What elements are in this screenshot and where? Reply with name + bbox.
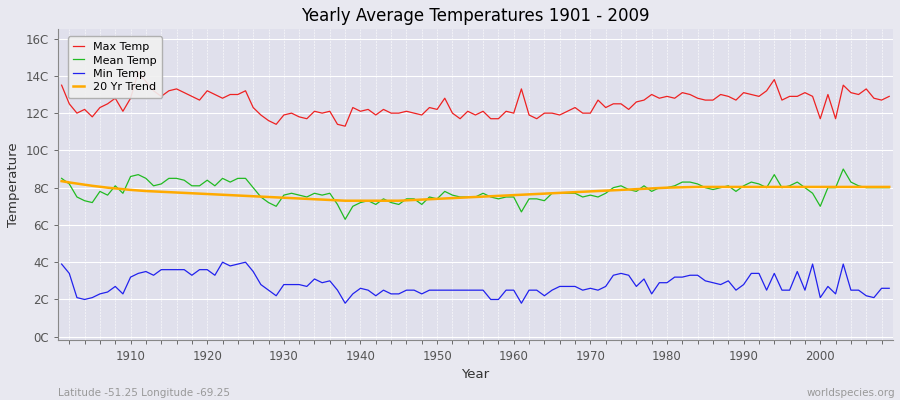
20 Yr Trend	[608, 188, 619, 193]
Max Temp	[347, 105, 358, 110]
Mean Temp	[884, 185, 895, 190]
Max Temp	[616, 102, 626, 106]
Max Temp	[118, 109, 129, 114]
Min Temp	[516, 301, 526, 306]
X-axis label: Year: Year	[462, 368, 490, 381]
Min Temp	[118, 292, 129, 296]
Line: Max Temp: Max Temp	[61, 72, 889, 126]
Min Temp	[884, 286, 895, 291]
Mean Temp	[332, 202, 343, 207]
Y-axis label: Temperature: Temperature	[7, 142, 20, 227]
Line: 20 Yr Trend: 20 Yr Trend	[61, 181, 889, 201]
Mean Temp	[286, 191, 297, 196]
20 Yr Trend	[332, 198, 343, 203]
20 Yr Trend	[884, 184, 895, 189]
Text: Latitude -51.25 Longitude -69.25: Latitude -51.25 Longitude -69.25	[58, 388, 230, 398]
20 Yr Trend	[508, 193, 519, 198]
20 Yr Trend	[118, 187, 129, 192]
Mean Temp	[608, 185, 619, 190]
Max Temp	[133, 70, 144, 74]
20 Yr Trend	[339, 198, 350, 203]
Text: worldspecies.org: worldspecies.org	[807, 388, 896, 398]
Mean Temp	[118, 191, 129, 196]
20 Yr Trend	[516, 192, 526, 197]
Title: Yearly Average Temperatures 1901 - 2009: Yearly Average Temperatures 1901 - 2009	[302, 7, 650, 25]
20 Yr Trend	[56, 179, 67, 184]
Min Temp	[217, 260, 228, 265]
Min Temp	[347, 292, 358, 296]
Max Temp	[524, 112, 535, 117]
Max Temp	[339, 124, 350, 128]
Mean Temp	[516, 210, 526, 214]
Max Temp	[56, 83, 67, 88]
Max Temp	[884, 94, 895, 99]
Mean Temp	[838, 167, 849, 172]
Min Temp	[293, 282, 304, 287]
Min Temp	[56, 262, 67, 266]
Legend: Max Temp, Mean Temp, Min Temp, 20 Yr Trend: Max Temp, Mean Temp, Min Temp, 20 Yr Tre…	[68, 36, 162, 98]
Line: Mean Temp: Mean Temp	[61, 169, 889, 219]
Mean Temp	[56, 176, 67, 181]
Mean Temp	[508, 194, 519, 199]
Min Temp	[616, 271, 626, 276]
Max Temp	[516, 86, 526, 91]
Max Temp	[293, 114, 304, 119]
Line: Min Temp: Min Temp	[61, 262, 889, 303]
Mean Temp	[339, 217, 350, 222]
Min Temp	[524, 288, 535, 292]
20 Yr Trend	[286, 196, 297, 200]
Min Temp	[339, 301, 350, 306]
